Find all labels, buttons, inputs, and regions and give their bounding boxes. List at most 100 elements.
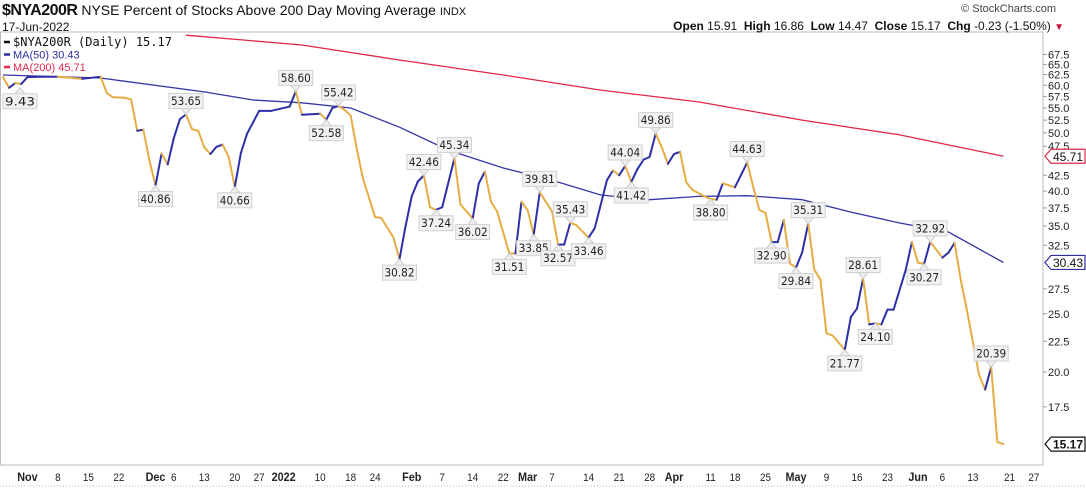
price-segment	[849, 307, 858, 318]
price-segment	[947, 241, 956, 254]
price-callout: 49.86	[638, 112, 674, 135]
y-tick-label: 22.5	[1048, 336, 1069, 348]
price-callout: 24.10	[857, 322, 893, 345]
price-segment	[685, 181, 694, 191]
price-segment	[178, 113, 187, 121]
callout-box	[857, 328, 893, 345]
price-segment	[197, 129, 206, 149]
callout-value: 39.81	[525, 172, 555, 186]
callout-pointer	[534, 186, 546, 194]
price-segment	[636, 158, 645, 171]
price-segment	[166, 137, 175, 166]
last-value-badge	[1044, 148, 1086, 164]
chart-title: $NYA200R NYSE Percent of Stocks Above 20…	[2, 2, 466, 20]
price-segment	[746, 161, 755, 189]
callout-box	[552, 201, 588, 218]
price-segment	[691, 188, 706, 198]
price-segment	[910, 241, 919, 264]
price-segment	[331, 104, 340, 109]
price-segment	[160, 152, 169, 166]
price-callout: 38.80	[693, 198, 729, 221]
price-segment	[575, 224, 590, 239]
callout-pointer	[333, 99, 344, 107]
callout-pointer	[839, 349, 851, 357]
callout-value: 31.51	[494, 260, 524, 274]
callout-box	[2, 93, 38, 110]
callout-pointer	[552, 243, 564, 252]
callout-box	[406, 154, 442, 171]
price-segment	[343, 108, 352, 117]
price-segment	[99, 75, 108, 94]
x-tick-label: 21	[614, 473, 625, 485]
price-segment	[630, 168, 639, 183]
x-tick-label: 20	[229, 473, 240, 485]
price-segment	[648, 132, 657, 158]
y-tick-label: 32.5	[1048, 240, 1069, 252]
down-arrow-icon: ▼	[1054, 22, 1064, 33]
price-segment	[563, 221, 572, 246]
price-callout: 31.51	[491, 252, 527, 275]
x-tick-label: Nov	[17, 472, 38, 485]
price-segment	[288, 90, 297, 108]
x-tick-label: 6	[171, 473, 177, 485]
ohlc-summary: Open 15.91 High 16.86 Low 14.47 Close 15…	[673, 19, 1064, 33]
high-value: 16.86	[773, 19, 804, 33]
y-tick-label: 67.5	[1048, 50, 1069, 62]
price-segment	[831, 334, 846, 351]
price-segment	[270, 105, 291, 112]
price-segment	[807, 222, 816, 271]
price-callout: 35.43	[552, 201, 588, 224]
price-segment	[105, 91, 114, 99]
callout-box	[906, 269, 942, 286]
last-value-badge	[1044, 254, 1086, 271]
callout-pointer	[564, 216, 576, 224]
x-tick-label: Feb	[402, 472, 421, 485]
price-segment	[355, 147, 364, 180]
plot-area: 9.43 40.86 53.65 40.66 58.60 52.58 55.42 30.82 4…	[2, 34, 1009, 446]
callout-pointer	[705, 198, 716, 206]
callout-value: 29.84	[781, 274, 811, 288]
price-segment	[471, 182, 480, 220]
price-callout: 21.77	[827, 349, 863, 372]
callout-pointer	[180, 108, 192, 116]
price-segment	[587, 227, 596, 239]
price-callout: 30.82	[382, 258, 417, 281]
y-tick-label: 50.0	[1048, 128, 1069, 140]
price-segment	[2, 76, 11, 89]
callout-box	[217, 192, 253, 209]
callout-value: 42.46	[409, 155, 439, 169]
callout-pointer	[583, 236, 594, 245]
price-segment	[8, 82, 17, 89]
price-segment	[996, 440, 1005, 446]
price-segment	[612, 169, 621, 177]
y-tick-label: 65.0	[1048, 59, 1069, 71]
x-tick-label: 7	[549, 473, 555, 485]
price-segment	[191, 128, 200, 132]
price-callout: 30.27	[906, 263, 942, 286]
price-segment	[941, 251, 950, 259]
price-segment	[819, 278, 828, 335]
callout-pointer	[320, 118, 332, 127]
price-segment	[984, 365, 993, 391]
callout-box	[522, 170, 558, 187]
price-segment	[148, 159, 157, 187]
price-segment	[56, 75, 84, 80]
exchange: INDX	[439, 6, 467, 18]
callout-pointer	[418, 169, 430, 177]
x-tick-label: 24	[370, 473, 381, 485]
callout-value: 36.02	[458, 225, 488, 239]
price-segment	[300, 112, 322, 116]
chart-date: 17-Jun-2022	[2, 20, 70, 34]
callout-box	[693, 204, 729, 221]
y-tick-label: 40.0	[1048, 186, 1069, 198]
change-value: -0.23 (-1.50%)	[974, 19, 1051, 33]
x-tick-label: Apr	[665, 472, 684, 485]
price-segment	[404, 195, 413, 227]
price-segment	[361, 177, 377, 219]
y-tick-label: 37.5	[1048, 203, 1069, 215]
price-callout: 44.04	[607, 144, 643, 167]
legend-entry: MA(50) 30.43	[13, 50, 80, 62]
price-segment	[185, 113, 194, 131]
last-value-text: 45.71	[1053, 150, 1083, 164]
price-segment	[239, 132, 248, 154]
